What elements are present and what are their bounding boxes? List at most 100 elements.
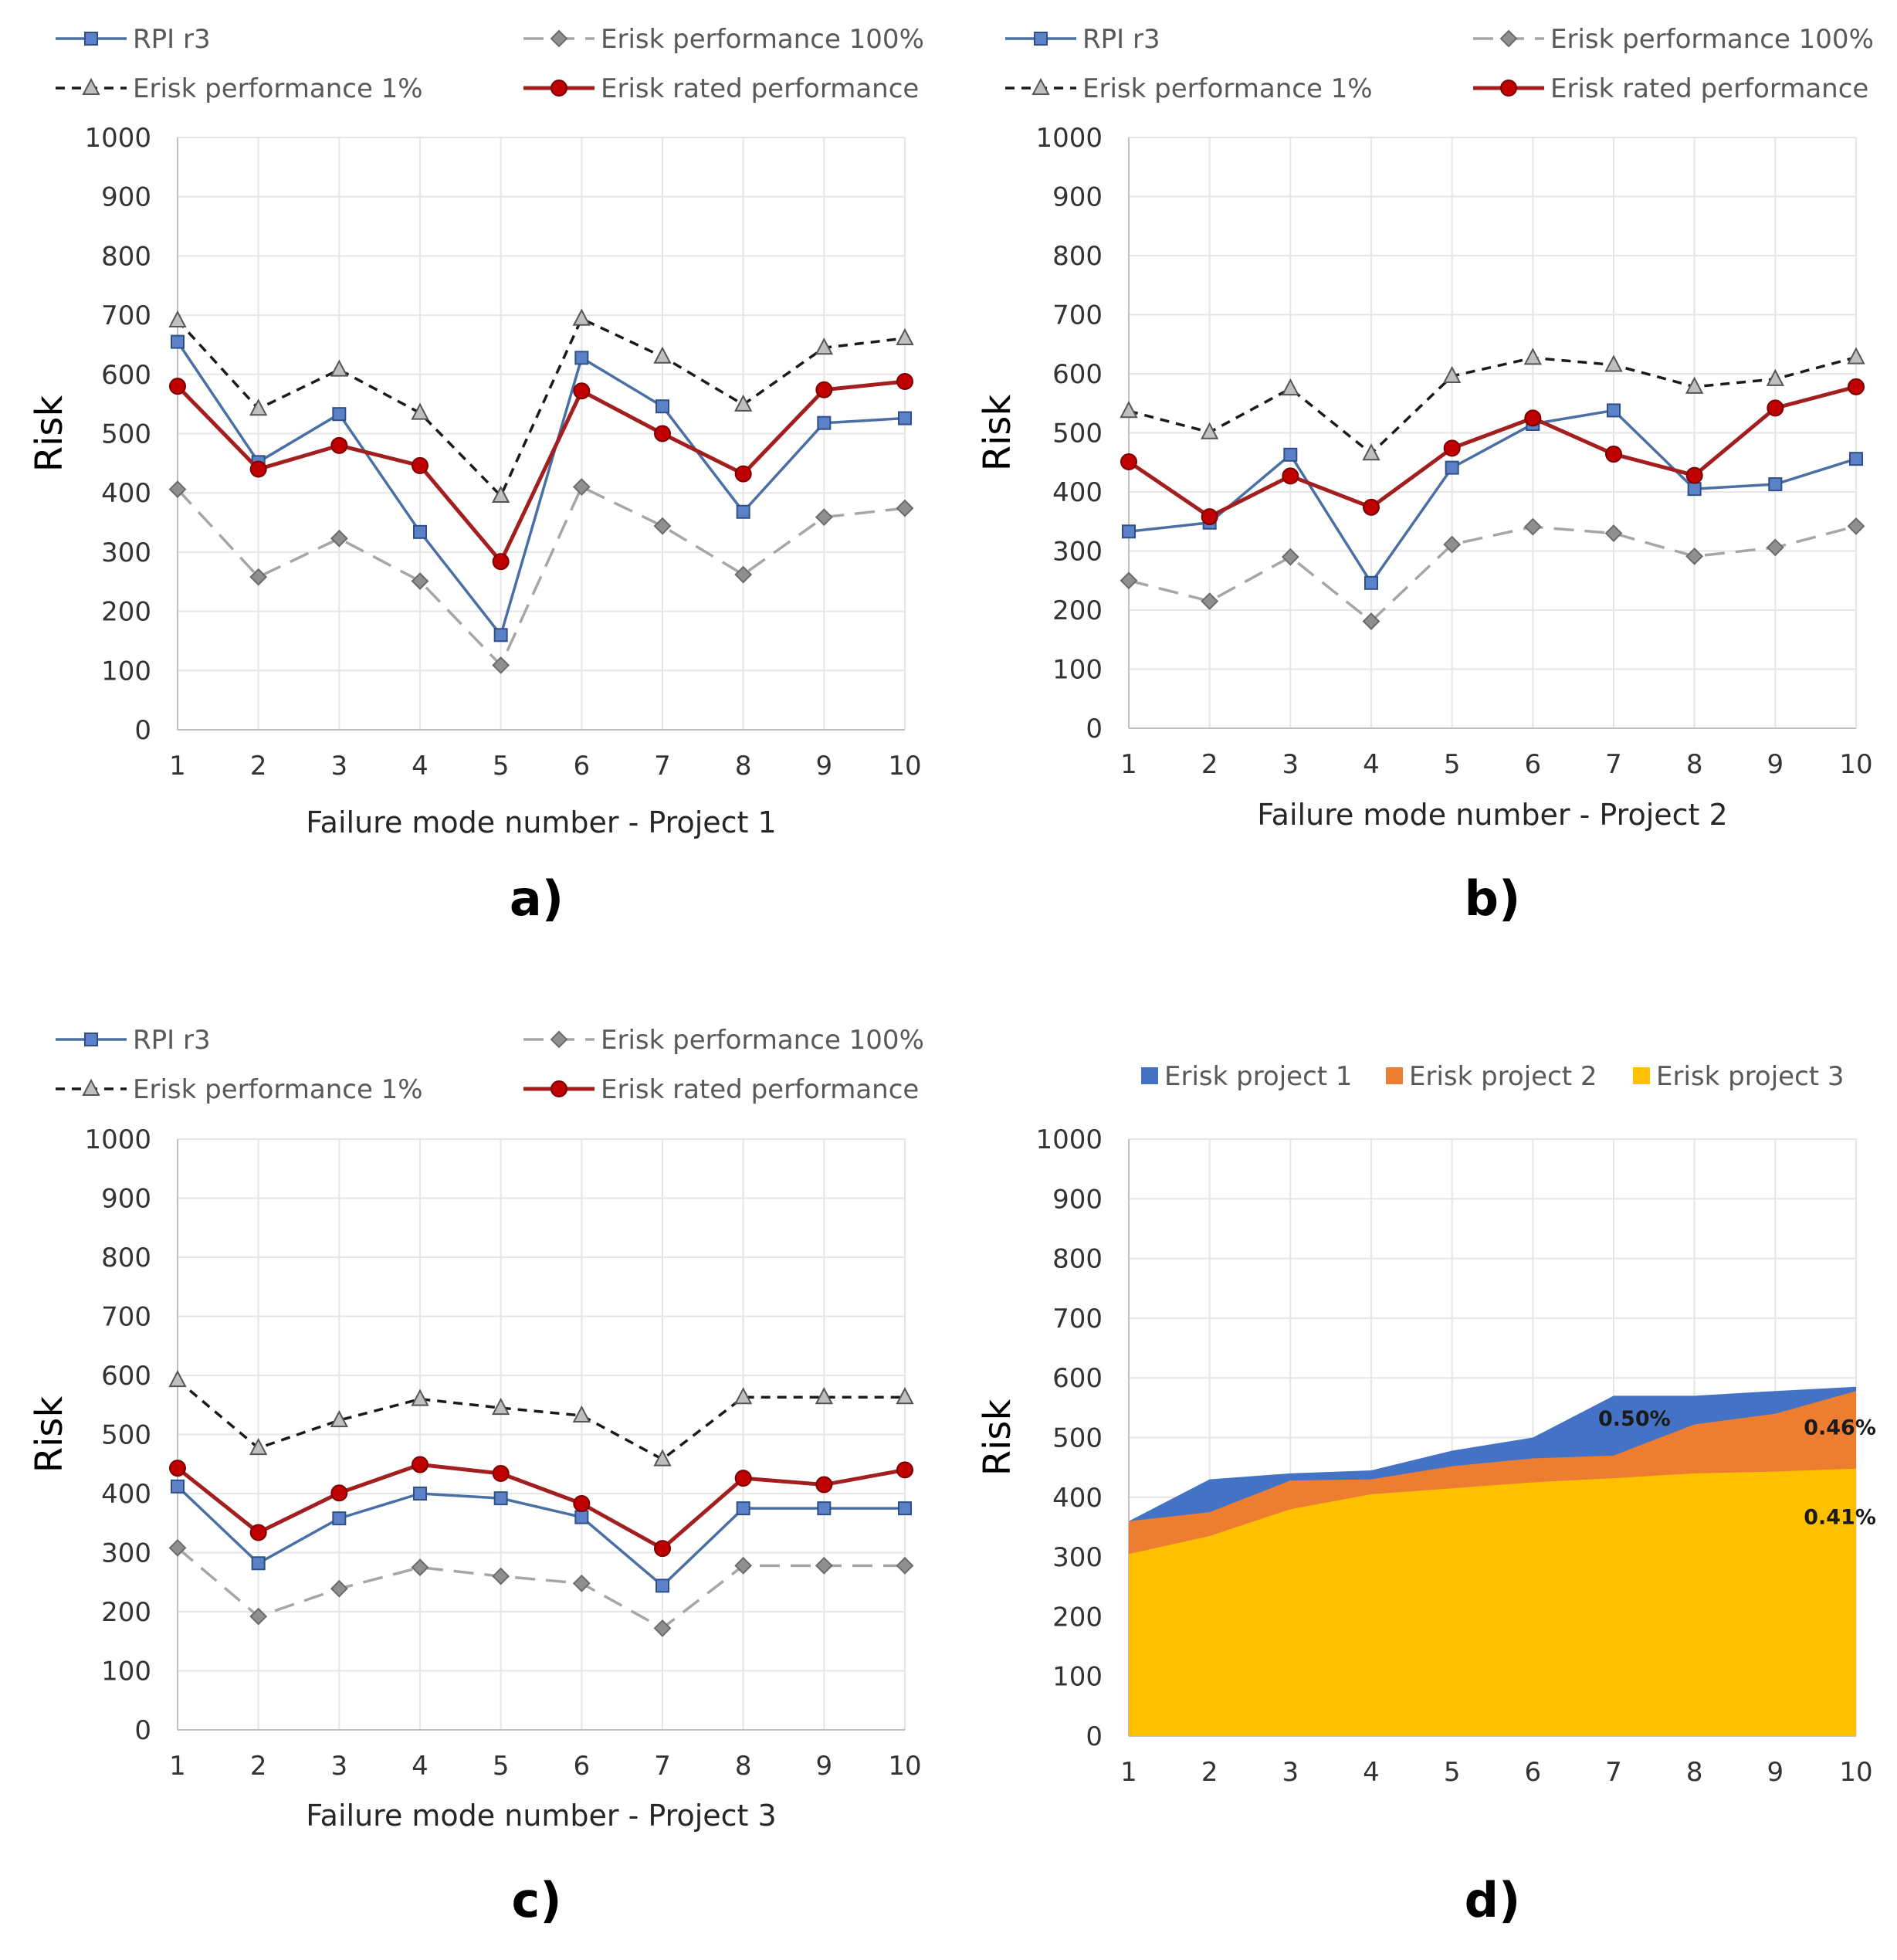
data-point — [1281, 378, 1299, 396]
y-tick-label: 1000 — [84, 123, 151, 154]
chart-panel-c: RPI r3 Erisk performance 100% Erisk perfor… — [28, 1025, 924, 1928]
legend-triangle-icon — [1031, 77, 1050, 95]
y-tick-label: 600 — [1052, 359, 1103, 390]
data-point — [1201, 422, 1219, 439]
data-point — [492, 1567, 510, 1585]
y-tick-label: 600 — [1052, 1363, 1103, 1394]
legend-item-erisk-performance-1: Erisk performance 1% — [1005, 73, 1373, 104]
data-point — [734, 1387, 753, 1405]
legend-circle-icon — [1500, 80, 1517, 97]
data-point — [815, 381, 833, 398]
y-tick-label: 300 — [101, 537, 151, 568]
x-tick-label: 1 — [169, 1751, 186, 1782]
data-point — [1443, 365, 1462, 384]
panel-label: b) — [1465, 870, 1521, 927]
panel-label: d) — [1465, 1872, 1521, 1928]
data-point — [1766, 538, 1784, 557]
legend-diamond-icon — [550, 1030, 568, 1049]
y-tick-label: 1000 — [1035, 1124, 1103, 1155]
data-point — [734, 394, 753, 412]
y-tick-label: 200 — [101, 1597, 151, 1628]
data-point — [734, 1470, 752, 1487]
x-tick-label: 4 — [1363, 749, 1380, 780]
x-tick-label: 10 — [1839, 1757, 1872, 1788]
data-point — [654, 1540, 671, 1558]
data-point — [168, 1369, 187, 1388]
series-line — [176, 379, 906, 564]
data-point — [169, 1460, 186, 1477]
x-tick-label: 2 — [1201, 1757, 1218, 1788]
x-tick-label: 9 — [816, 751, 833, 782]
series-line — [176, 1485, 905, 1588]
data-point — [249, 568, 268, 586]
series-erisk-performance-1 — [168, 1369, 914, 1467]
legend-item-erisk-rated-performance: Erisk rated performance — [523, 1074, 919, 1105]
data-point — [1768, 477, 1783, 492]
y-tick-label: 100 — [1052, 655, 1103, 686]
legend-label: Erisk rated performance — [1550, 73, 1868, 104]
legend-triangle-icon — [82, 1078, 100, 1096]
legend-circle-icon — [550, 80, 567, 97]
data-point — [574, 351, 589, 365]
data-point — [1443, 439, 1461, 457]
legend-label: Erisk project 2 — [1409, 1061, 1597, 1092]
y-tick-label: 400 — [101, 1479, 151, 1510]
data-point — [898, 411, 912, 426]
data-point — [572, 1405, 591, 1423]
data-point — [1604, 524, 1623, 542]
data-point — [493, 628, 508, 643]
y-tick-label: 300 — [101, 1538, 151, 1569]
series-erisk-performance-1 — [1120, 347, 1865, 461]
data-point — [1445, 460, 1459, 475]
data-point — [1364, 575, 1378, 590]
panel-label: a) — [510, 870, 564, 927]
data-point — [330, 1409, 348, 1428]
data-point — [572, 308, 591, 326]
data-point — [896, 327, 914, 346]
data-point — [653, 346, 672, 364]
y-tick-label: 700 — [1052, 300, 1103, 331]
y-tick-label: 700 — [101, 300, 151, 331]
x-tick-label: 2 — [1201, 749, 1218, 780]
data-point — [1443, 535, 1462, 554]
x-axis-title: Failure mode number - Project 1 — [306, 805, 776, 839]
y-tick-label: 400 — [1052, 477, 1103, 508]
x-tick-label: 6 — [1525, 749, 1542, 780]
data-point — [736, 504, 750, 519]
series-line — [1128, 409, 1857, 585]
y-tick-label: 0 — [1086, 714, 1103, 744]
data-point — [413, 1487, 427, 1501]
y-tick-label: 400 — [101, 478, 151, 509]
legend-square-icon — [1034, 32, 1048, 46]
x-tick-label: 6 — [1525, 1757, 1542, 1788]
series-line — [176, 485, 906, 667]
data-point — [1120, 453, 1137, 470]
legend-label: Erisk rated performance — [601, 73, 919, 104]
legend-label: RPI r3 — [1082, 24, 1160, 55]
y-tick-label: 900 — [1052, 182, 1103, 213]
data-point — [817, 1501, 832, 1516]
y-tick-label: 600 — [101, 1361, 151, 1392]
data-point — [249, 1524, 267, 1541]
chart-panel-a: RPI r3 Erisk performance 100% Erisk perfor… — [28, 24, 924, 927]
data-point — [817, 415, 832, 430]
data-point — [249, 398, 268, 416]
x-tick-label: 10 — [888, 751, 921, 782]
y-tick-label: 500 — [1052, 1423, 1103, 1454]
series-line — [176, 1547, 905, 1630]
y-tick-label: 700 — [101, 1302, 151, 1333]
series-erisk-rated-performance — [169, 1456, 913, 1558]
legend-item-erisk-performance-1: Erisk performance 1% — [56, 73, 423, 104]
data-point — [1281, 548, 1299, 566]
data-point — [896, 373, 913, 391]
data-point — [653, 517, 672, 535]
y-tick-label: 800 — [101, 1243, 151, 1273]
data-point — [896, 1461, 913, 1479]
legend-diamond-icon — [1499, 29, 1518, 48]
data-point — [1685, 376, 1704, 394]
data-point — [1523, 517, 1542, 536]
data-point — [492, 1397, 510, 1416]
data-point — [573, 382, 591, 400]
data-point — [249, 460, 267, 478]
